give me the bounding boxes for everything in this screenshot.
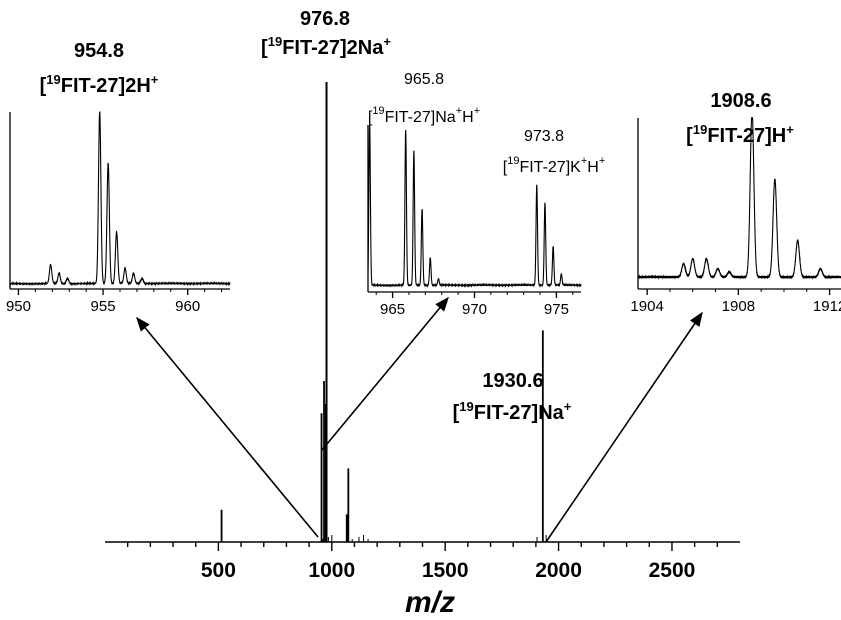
main-spectrum: 500 1000 1500 2000 2500 m/z: [105, 82, 740, 619]
inset3-tick-label: 1912: [813, 298, 841, 315]
label-976-mass: 976.8: [300, 8, 350, 30]
inset2-tick-label: 975: [544, 301, 569, 318]
arrow-to-inset-1908: [545, 311, 703, 543]
label-976-ion: [19FIT-27]2Na+: [261, 34, 391, 59]
label-1930-mass: 1930.6: [482, 370, 543, 392]
arrow-to-inset-954: [136, 316, 319, 538]
inset2-tick-label: 965: [380, 301, 405, 318]
label-1908-mass: 1908.6: [710, 90, 771, 112]
zoom-arrows: [136, 296, 703, 543]
main-tick-label: 1000: [308, 559, 355, 582]
main-x-title: m/z: [405, 586, 455, 619]
inset-966-panel: 965 970 975: [367, 123, 582, 318]
label-1908-ion: [19FIT-27]H+: [686, 122, 794, 147]
inset1-tick-label: 955: [91, 298, 116, 315]
arrow-to-inset-966: [321, 296, 449, 451]
label-966-ion: [19FIT-27]Na+H+: [368, 105, 480, 126]
label-966-mass: 965.8: [404, 71, 444, 88]
inset3-tick-label: 1908: [722, 298, 755, 315]
inset-1908-panel: 1904 1908 1912: [630, 117, 841, 315]
label-974-ion: [19FIT-27]K+H+: [503, 155, 606, 176]
main-tick-label: 1500: [422, 559, 469, 582]
inset2-trace: [367, 123, 582, 288]
label-1930-ion: [19FIT-27]Na+: [453, 399, 572, 424]
label-954-ion: [19FIT-27]2H+: [40, 72, 159, 97]
peak-annotations: 976.8 [19FIT-27]2Na+ 1930.6 [19FIT-27]Na+ 95…: [40, 8, 795, 424]
label-974-mass: 973.8: [524, 128, 564, 145]
main-tick-label: 500: [201, 559, 236, 582]
inset1-tick-label: 960: [175, 298, 200, 315]
inset2-tick-label: 970: [462, 301, 487, 318]
inset3-trace: [637, 117, 841, 280]
inset-954-panel: 950 955 960: [6, 111, 231, 315]
label-954-mass: 954.8: [74, 40, 124, 62]
main-tick-label: 2000: [535, 559, 582, 582]
inset3-tick-label: 1904: [630, 298, 663, 315]
inset1-trace: [9, 111, 231, 287]
main-tick-label: 2500: [649, 559, 696, 582]
inset1-tick-label: 950: [6, 298, 31, 315]
